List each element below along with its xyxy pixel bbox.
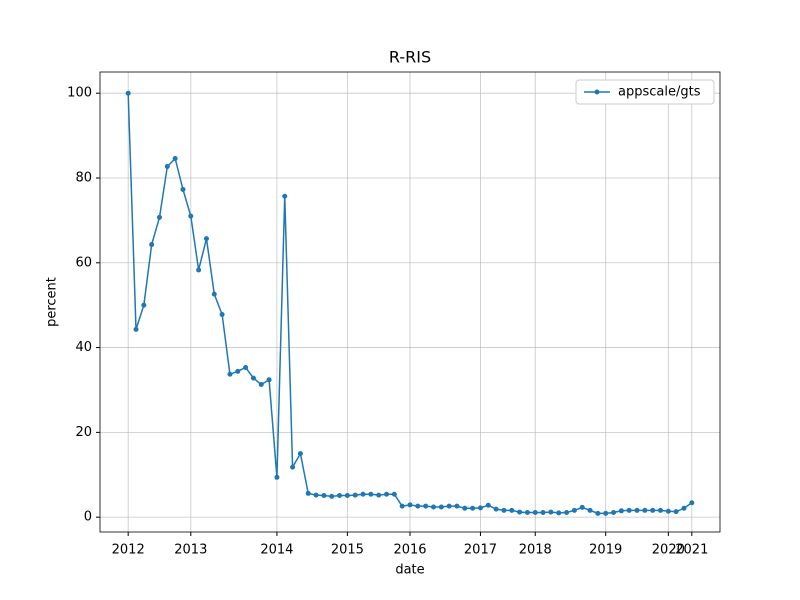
data-point bbox=[517, 509, 523, 515]
data-point bbox=[384, 491, 390, 497]
data-point bbox=[454, 503, 460, 509]
x-tick-label: 2013 bbox=[174, 543, 207, 558]
x-tick-label: 2018 bbox=[519, 543, 552, 558]
data-point bbox=[156, 214, 162, 220]
data-point bbox=[556, 510, 562, 516]
data-point bbox=[203, 236, 209, 242]
data-point bbox=[462, 505, 468, 511]
legend-box bbox=[575, 79, 715, 105]
data-point bbox=[274, 474, 280, 480]
data-point bbox=[524, 509, 530, 515]
data-point bbox=[235, 368, 241, 374]
y-tick-label: 60 bbox=[75, 255, 92, 270]
data-point bbox=[501, 507, 507, 513]
data-point bbox=[219, 312, 225, 318]
data-point bbox=[188, 213, 194, 219]
data-point bbox=[626, 507, 632, 513]
data-point bbox=[673, 509, 679, 515]
y-tick-label: 80 bbox=[75, 170, 92, 185]
data-point bbox=[125, 90, 131, 96]
data-point bbox=[571, 507, 577, 513]
y-axis-label: percent bbox=[45, 277, 60, 327]
data-point bbox=[329, 493, 335, 499]
y-tick-label: 100 bbox=[67, 86, 92, 101]
data-point bbox=[665, 508, 671, 514]
data-point bbox=[564, 509, 570, 515]
chart-title: R-RIS bbox=[389, 48, 431, 67]
data-point bbox=[470, 505, 476, 511]
data-point bbox=[415, 503, 421, 509]
data-point bbox=[360, 491, 366, 497]
x-tick-label: 2015 bbox=[331, 543, 364, 558]
data-point bbox=[297, 451, 303, 457]
data-point bbox=[376, 492, 382, 498]
x-tick-label: 2014 bbox=[260, 543, 293, 558]
data-point bbox=[477, 505, 483, 511]
data-point bbox=[650, 507, 656, 513]
data-point bbox=[658, 507, 664, 513]
data-point bbox=[532, 509, 538, 515]
data-point bbox=[642, 507, 648, 513]
data-point bbox=[446, 503, 452, 509]
data-point bbox=[337, 493, 343, 499]
y-tick-label: 20 bbox=[75, 425, 92, 440]
x-tick-label: 2017 bbox=[464, 543, 497, 558]
x-tick-label: 2021 bbox=[675, 543, 708, 558]
data-point bbox=[689, 500, 695, 506]
data-point bbox=[352, 492, 358, 498]
data-point bbox=[243, 365, 249, 371]
data-point bbox=[423, 503, 429, 509]
data-point bbox=[282, 193, 288, 199]
x-tick-label: 2020 bbox=[652, 543, 685, 558]
data-point bbox=[548, 509, 554, 515]
y-tick-label: 0 bbox=[84, 510, 92, 525]
legend-marker bbox=[594, 89, 600, 95]
x-tick-label: 2016 bbox=[393, 543, 426, 558]
data-point bbox=[313, 492, 319, 498]
data-point bbox=[603, 510, 609, 516]
data-point bbox=[509, 507, 515, 513]
data-point bbox=[180, 186, 186, 192]
data-point bbox=[211, 291, 217, 297]
data-point bbox=[258, 381, 264, 387]
data-point bbox=[595, 510, 601, 516]
data-point bbox=[579, 504, 585, 510]
data-point bbox=[391, 491, 397, 497]
data-point bbox=[634, 507, 640, 513]
data-point bbox=[368, 491, 374, 497]
data-point bbox=[430, 504, 436, 510]
data-point bbox=[438, 504, 444, 510]
data-point bbox=[618, 508, 624, 514]
data-point bbox=[172, 155, 178, 161]
data-point bbox=[305, 490, 311, 496]
data-point bbox=[133, 326, 139, 332]
data-point bbox=[290, 464, 296, 470]
y-tick-label: 40 bbox=[75, 340, 92, 355]
data-point bbox=[266, 377, 272, 383]
data-point bbox=[611, 509, 617, 515]
data-point bbox=[141, 302, 147, 308]
data-point bbox=[321, 493, 327, 499]
x-axis-label: date bbox=[395, 563, 424, 578]
data-point bbox=[540, 509, 546, 515]
legend-label: appscale/gts bbox=[618, 85, 701, 100]
x-tick-label: 2019 bbox=[589, 543, 622, 558]
data-point bbox=[164, 164, 170, 170]
data-point bbox=[250, 375, 256, 381]
data-point bbox=[407, 502, 413, 508]
data-point bbox=[587, 507, 593, 513]
data-point bbox=[399, 503, 405, 509]
data-point bbox=[681, 505, 687, 511]
data-point bbox=[493, 506, 499, 512]
data-point bbox=[344, 493, 350, 499]
data-point bbox=[227, 371, 233, 377]
data-point bbox=[149, 242, 155, 248]
data-point bbox=[196, 267, 202, 273]
plot-frame bbox=[99, 71, 721, 533]
x-tick-label: 2012 bbox=[112, 543, 145, 558]
data-point bbox=[485, 502, 491, 508]
